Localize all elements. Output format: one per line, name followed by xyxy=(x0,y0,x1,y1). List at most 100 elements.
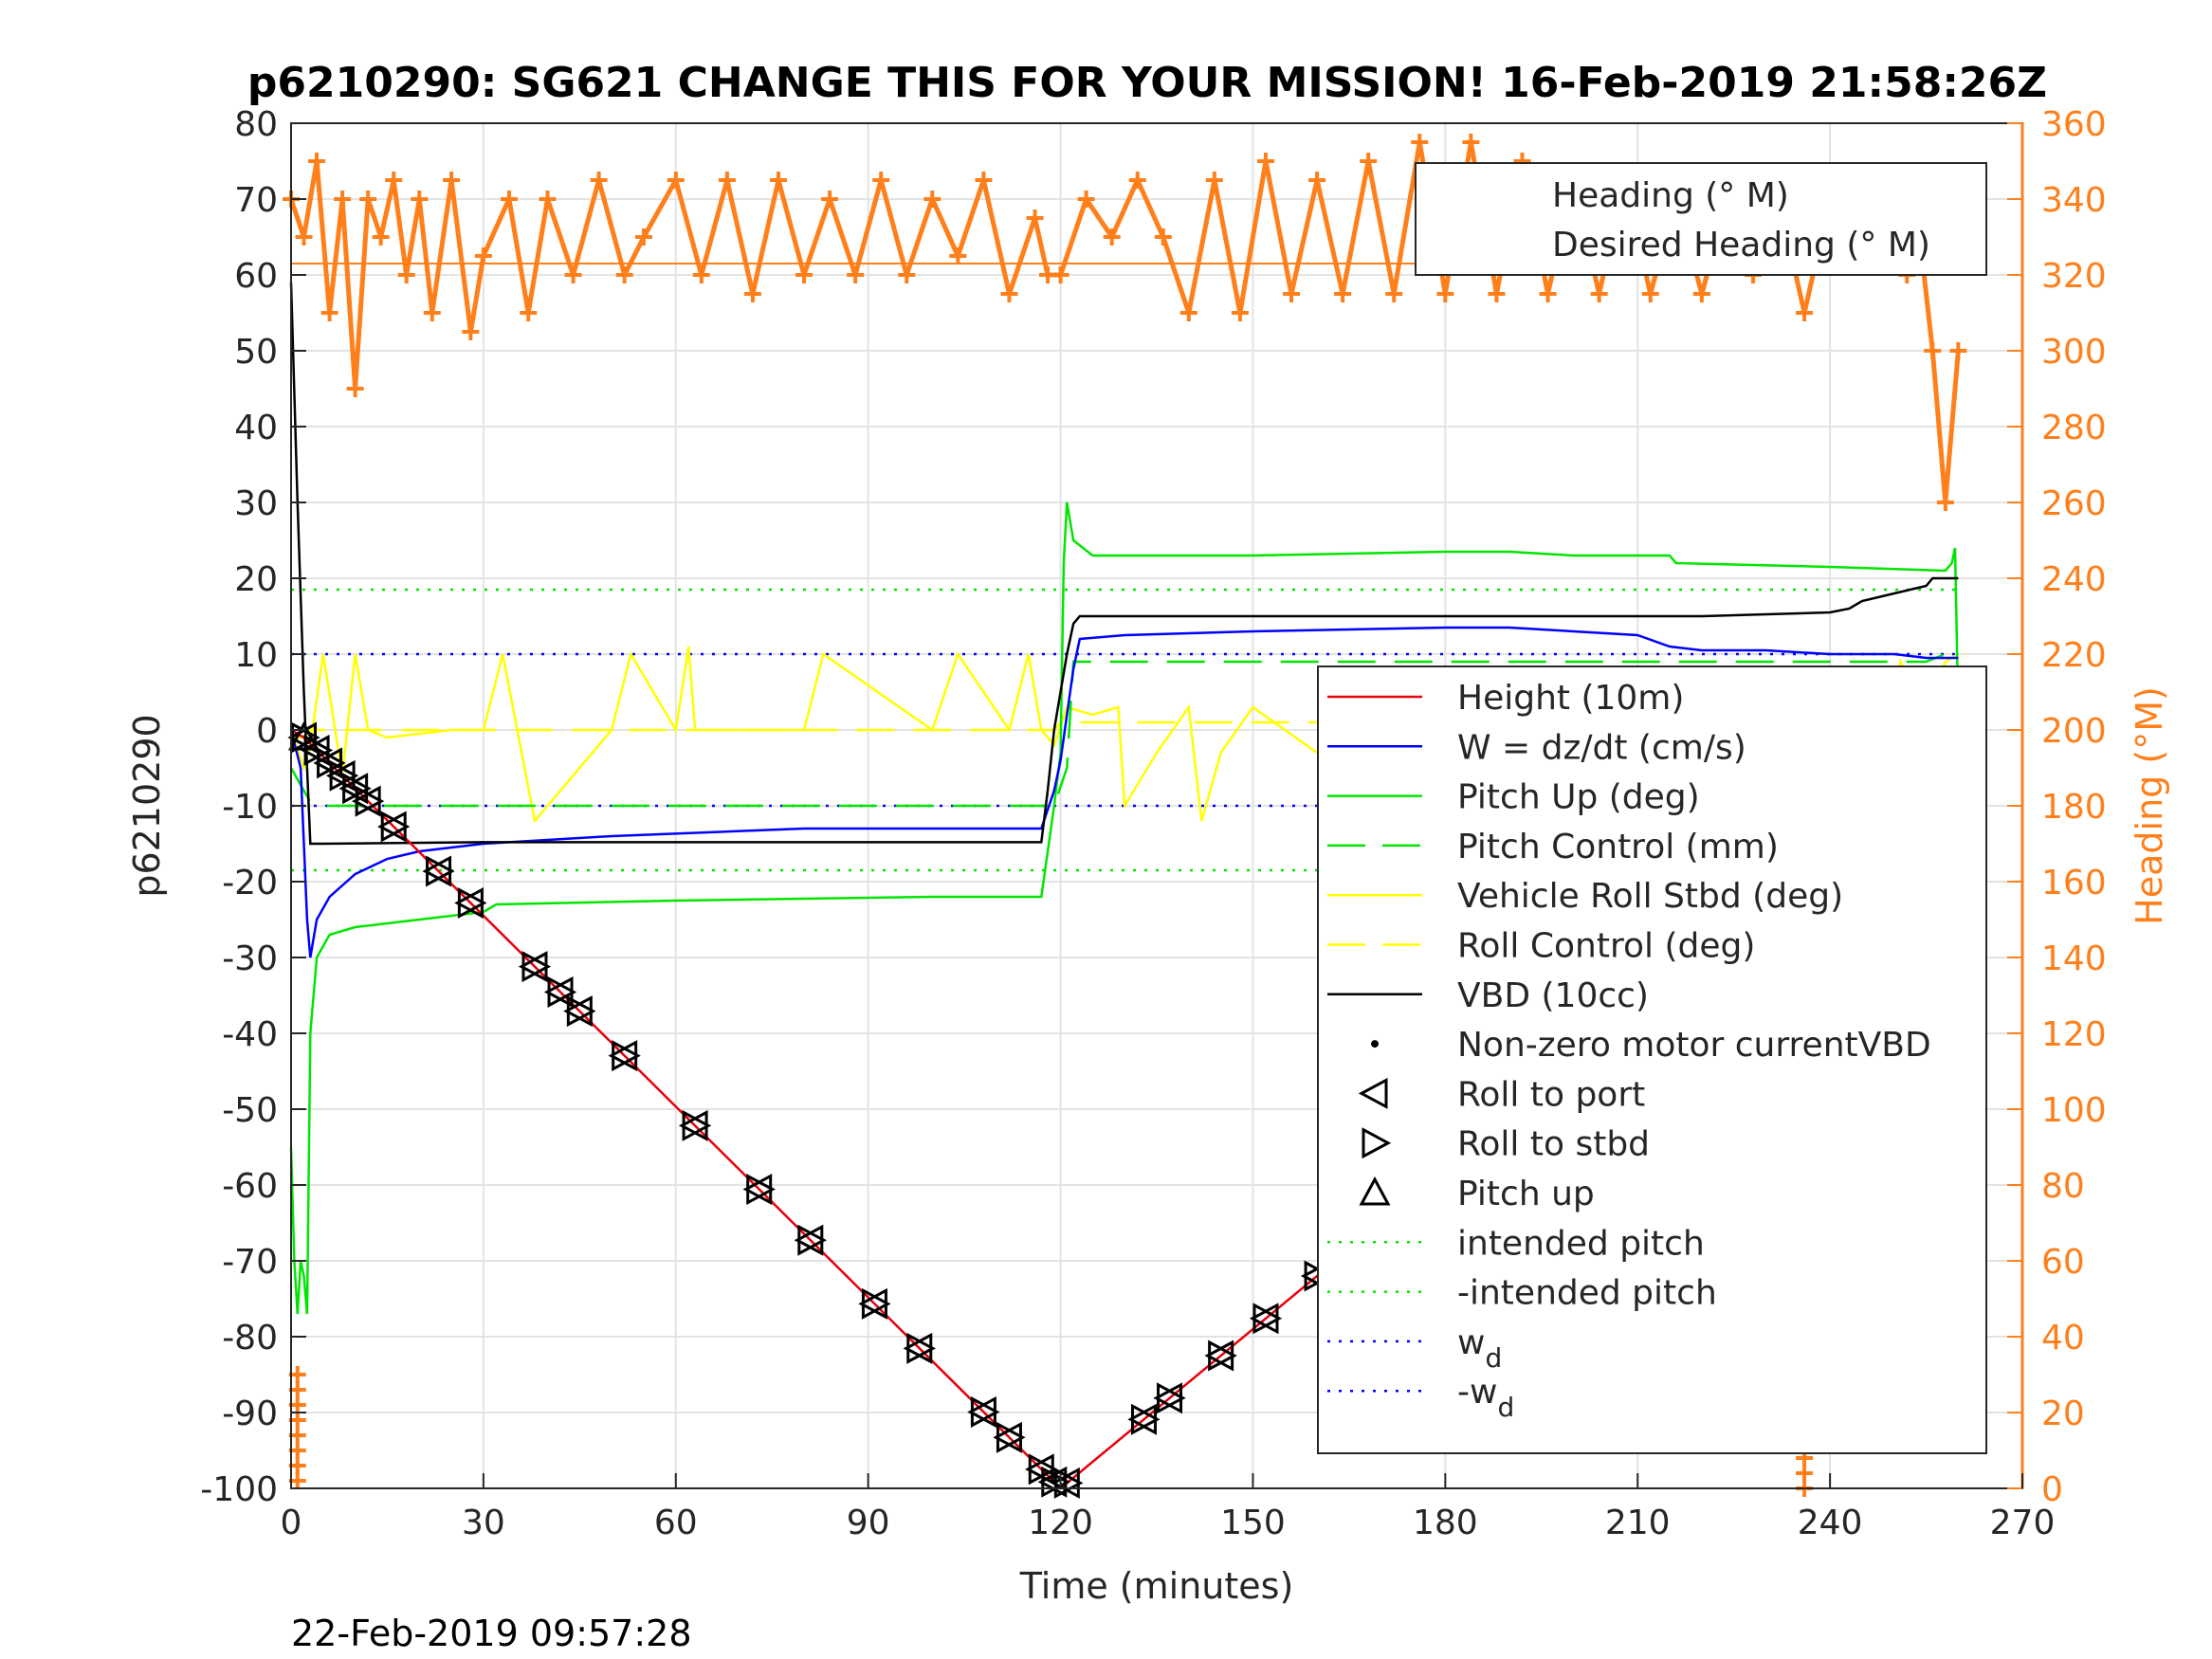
legend-swatch-pitch-up xyxy=(1359,1176,1391,1206)
heading-point xyxy=(615,266,633,283)
legend-label-roll-control-deg: Roll Control (deg) xyxy=(1457,927,1755,966)
roll-to-stbd-marker xyxy=(1157,1382,1186,1414)
legend-heading-label: Desired Heading (° M) xyxy=(1552,226,1930,264)
heading-point xyxy=(1462,134,1480,151)
y2-tick-label: 60 xyxy=(2041,1243,2085,1282)
legend-swatch-non-zero-motor-currentvbd xyxy=(1371,1040,1379,1048)
legend-label-height-10m: Height (10m) xyxy=(1457,679,1684,718)
heading-point xyxy=(1231,304,1249,321)
heading-point xyxy=(1103,228,1121,246)
heading-point xyxy=(923,191,941,208)
y-tick-label: -90 xyxy=(222,1395,278,1433)
y2-tick-label: 220 xyxy=(2041,636,2107,675)
y-tick-label: -30 xyxy=(222,939,278,978)
roll-to-stbd-marker xyxy=(970,1395,1000,1428)
heading-point xyxy=(462,323,480,340)
left-y-axis: 80 70 60 50 40 30 20 10 0 -10 -20 -30 -40 -50 -60 -70 -8… xyxy=(200,105,306,1509)
legend-main-box xyxy=(1317,665,1987,1454)
heading-point xyxy=(500,191,518,208)
y2-tick-label: 40 xyxy=(2041,1319,2085,1358)
y2-tick-label: 360 xyxy=(2041,105,2107,144)
legend-label-vbd-10cc: VBD (10cc) xyxy=(1457,976,1649,1015)
legend-heading-label: Heading (° M) xyxy=(1552,176,1789,215)
footer-timestamp: 22-Feb-2019 09:57:28 xyxy=(291,1613,692,1654)
y-tick-label: 60 xyxy=(234,257,278,296)
series-vbd-10cc xyxy=(289,282,1959,846)
y-tick-label: -70 xyxy=(222,1243,278,1282)
heading-point xyxy=(1436,285,1454,302)
y2-tick-label: 120 xyxy=(2041,1015,2107,1054)
heading-point xyxy=(795,266,814,283)
roll-to-stbd-marker xyxy=(355,785,385,817)
heading-point xyxy=(692,266,710,283)
roll-to-stbd-marker xyxy=(1130,1403,1161,1435)
x-tick-label: 120 xyxy=(1028,1504,1093,1542)
y2-axis-label: Heading (°M) xyxy=(2129,686,2170,925)
roll-to-stbd-marker xyxy=(1252,1303,1283,1335)
heading-point xyxy=(520,304,538,321)
heading-point xyxy=(359,191,377,208)
roll-to-stbd-marker xyxy=(612,1040,641,1072)
heading-point xyxy=(872,172,890,189)
x-tick-label: 90 xyxy=(847,1504,890,1542)
x-tick-label: 60 xyxy=(654,1504,698,1542)
y2-tick-label: 0 xyxy=(2041,1470,2063,1509)
heading-point xyxy=(847,266,865,283)
heading-point xyxy=(1077,191,1095,208)
heading-point xyxy=(1692,285,1710,302)
heading-point xyxy=(1360,153,1378,170)
heading-point xyxy=(320,304,338,321)
heading-point xyxy=(1411,134,1429,151)
heading-point xyxy=(1308,172,1326,189)
y2-tick-label: 320 xyxy=(2041,257,2107,296)
y2-tick-label: 140 xyxy=(2041,939,2107,978)
y2-tick-label: 80 xyxy=(2041,1167,2085,1206)
y2-tick-label: 260 xyxy=(2041,484,2107,523)
roll-to-stbd-marker xyxy=(682,1109,712,1141)
y2-tick-label: 240 xyxy=(2041,560,2107,599)
heading-point xyxy=(539,191,557,208)
heading-point xyxy=(743,285,761,302)
right-y-axis: 3603403203002802602402202001801601401201… xyxy=(2007,105,2107,1509)
heading-point xyxy=(590,172,608,189)
heading-point xyxy=(769,172,787,189)
legend-label-intended-pitch: -intended pitch xyxy=(1457,1274,1717,1313)
heading-point xyxy=(1796,1465,1814,1482)
roll-to-stbd-marker xyxy=(861,1287,891,1320)
heading-point xyxy=(718,172,736,189)
y-tick-label: 30 xyxy=(234,484,278,523)
x-axis: 0 30 60 90 120 150 180 210 240 270 xyxy=(281,1473,2055,1542)
roll-to-stbd-marker xyxy=(797,1224,827,1256)
y-tick-label: 40 xyxy=(234,409,278,447)
y-axis-label: p6210290 xyxy=(126,714,168,897)
heading-point xyxy=(1385,285,1403,302)
heading-point xyxy=(564,266,582,283)
y-tick-label: 10 xyxy=(234,636,278,675)
roll-to-stbd-marker xyxy=(906,1332,936,1364)
y2-tick-label: 100 xyxy=(2041,1091,2107,1130)
y2-tick-label: 300 xyxy=(2041,333,2107,372)
heading-point xyxy=(1179,304,1197,321)
heading-point xyxy=(1949,342,1967,359)
roll-to-stbd-marker xyxy=(996,1421,1026,1453)
legend-label-w-dz-dt-cm-s: W = dz/dt (cm/s) xyxy=(1457,728,1746,767)
heading-point xyxy=(423,304,441,321)
x-tick-label: 0 xyxy=(281,1504,302,1542)
legend-heading-box xyxy=(1415,162,1987,276)
y2-tick-label: 340 xyxy=(2041,181,2107,220)
legend-swatch-roll-to-stbd xyxy=(1362,1127,1392,1159)
heading-point xyxy=(634,228,652,246)
legend-heading: Heading (° M) Desired Heading (° M) xyxy=(1415,162,1987,276)
y2-tick-label: 200 xyxy=(2041,712,2107,751)
y2-tick-label: 180 xyxy=(2041,788,2107,827)
y-tick-label: -60 xyxy=(222,1167,278,1206)
heading-point xyxy=(1924,342,1942,359)
heading-point xyxy=(334,191,352,208)
heading-point xyxy=(1334,285,1352,302)
x-tick-label: 150 xyxy=(1220,1504,1286,1542)
chart-title: p6210290: SG621 CHANGE THIS FOR YOUR MIS… xyxy=(247,59,2047,107)
roll-to-stbd-marker xyxy=(746,1174,776,1206)
heading-point xyxy=(372,228,390,246)
roll-to-stbd-marker xyxy=(457,886,487,920)
y-tick-label: 0 xyxy=(256,712,278,751)
